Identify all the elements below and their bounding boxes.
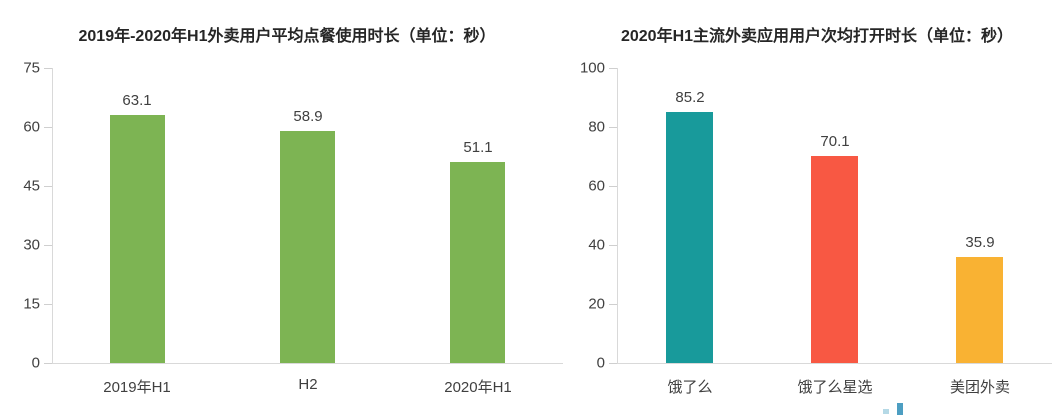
watermark-fragment: [897, 403, 903, 415]
y-tick-label: 15: [23, 295, 40, 313]
watermark-fragment: [883, 409, 889, 414]
bar-0: [666, 112, 713, 363]
y-axis-line: [617, 68, 618, 363]
y-tick-mark: [44, 245, 52, 246]
y-tick-label: 60: [23, 118, 40, 136]
category-label: 美团外卖: [949, 379, 1011, 396]
value-label: 63.1: [122, 92, 152, 109]
y-tick-label: 60: [588, 177, 605, 195]
chart-title: 2019年-2020年H1外卖用户平均点餐使用时长（单位：秒）: [78, 28, 496, 45]
y-tick-mark: [609, 186, 617, 187]
value-label: 51.1: [463, 139, 493, 156]
y-tick-label: 100: [579, 59, 605, 77]
y-tick-label: 0: [596, 354, 605, 372]
y-tick-mark: [609, 68, 617, 69]
x-axis-line: [613, 363, 1052, 364]
y-tick-label: 80: [588, 118, 605, 136]
y-tick-mark: [44, 363, 52, 364]
y-tick-label: 40: [588, 236, 605, 254]
y-tick-label: 45: [23, 177, 40, 195]
bar-2: [450, 162, 505, 363]
y-tick-mark: [44, 127, 52, 128]
value-label: 85.2: [675, 89, 705, 106]
y-tick-mark: [44, 186, 52, 187]
y-tick-mark: [609, 127, 617, 128]
y-tick-label: 30: [23, 236, 40, 254]
chart-title: 2020年H1主流外卖应用用户次均打开时长（单位：秒）: [620, 28, 1014, 45]
y-tick-label: 75: [23, 59, 40, 77]
y-tick-mark: [609, 245, 617, 246]
y-tick-label: 20: [588, 295, 605, 313]
bar-1: [280, 131, 335, 363]
x-axis-line: [48, 363, 563, 364]
bar-0: [110, 115, 165, 363]
y-tick-mark: [44, 68, 52, 69]
y-tick-mark: [609, 363, 617, 364]
bar-2: [956, 257, 1003, 363]
y-axis-line: [52, 68, 53, 363]
category-label: H2: [298, 376, 318, 393]
category-label: 饿了么: [667, 379, 713, 396]
value-label: 70.1: [820, 133, 850, 150]
y-tick-mark: [44, 304, 52, 305]
category-label: 2020年H1: [444, 379, 512, 396]
category-label: 2019年H1: [103, 379, 171, 396]
y-tick-mark: [609, 304, 617, 305]
value-label: 35.9: [965, 234, 995, 251]
category-label: 饿了么星选: [797, 379, 873, 396]
value-label: 58.9: [293, 108, 323, 125]
y-tick-label: 0: [31, 354, 40, 372]
bar-1: [811, 156, 858, 363]
